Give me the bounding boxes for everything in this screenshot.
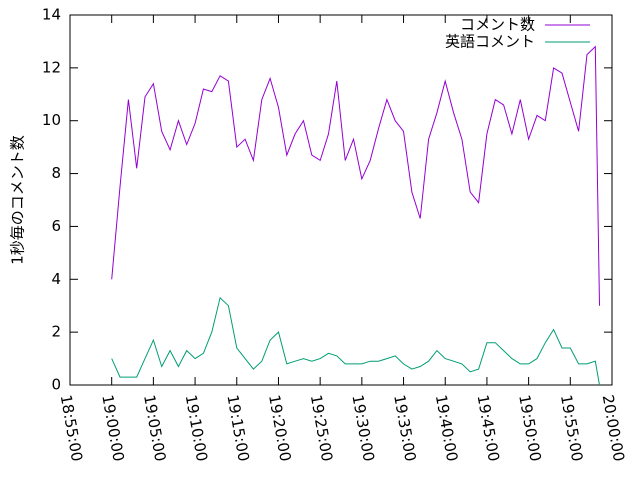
x-tick-label: 19:20:00: [265, 393, 294, 462]
x-tick-label: 19:45:00: [474, 393, 503, 462]
x-tick-label: 20:00:00: [599, 393, 628, 462]
series-line: [111, 45, 600, 306]
x-tick-label: 19:35:00: [390, 393, 419, 462]
y-tick-label: 8: [51, 164, 61, 182]
y-tick-label: 2: [51, 323, 61, 341]
plot-border: [69, 14, 613, 386]
y-tick-label: 4: [51, 270, 61, 288]
x-tick-label: 19:10:00: [182, 393, 211, 462]
legend-label: コメント数: [460, 16, 535, 34]
y-tick-label: 0: [51, 376, 61, 394]
x-tick-label: 19:05:00: [140, 393, 169, 462]
y-tick-label: 12: [42, 58, 61, 76]
x-tick-label: 19:00:00: [98, 393, 127, 462]
x-tick-label: 19:40:00: [432, 393, 461, 462]
x-tick-label: 19:50:00: [515, 393, 544, 462]
y-tick-label: 10: [42, 111, 61, 129]
legend-label: 英語コメント: [445, 33, 535, 51]
x-tick-label: 19:55:00: [557, 393, 586, 462]
series-line: [111, 296, 600, 386]
x-tick-label: 19:15:00: [223, 393, 252, 462]
x-tick-label: 18:55:00: [57, 393, 86, 462]
x-tick-label: 19:25:00: [307, 393, 336, 462]
y-tick-label: 14: [42, 6, 61, 24]
x-tick-label: 19:30:00: [348, 393, 377, 462]
y-tick-label: 6: [51, 217, 61, 235]
y-axis-label: 1秒毎のコメント数: [9, 135, 27, 265]
